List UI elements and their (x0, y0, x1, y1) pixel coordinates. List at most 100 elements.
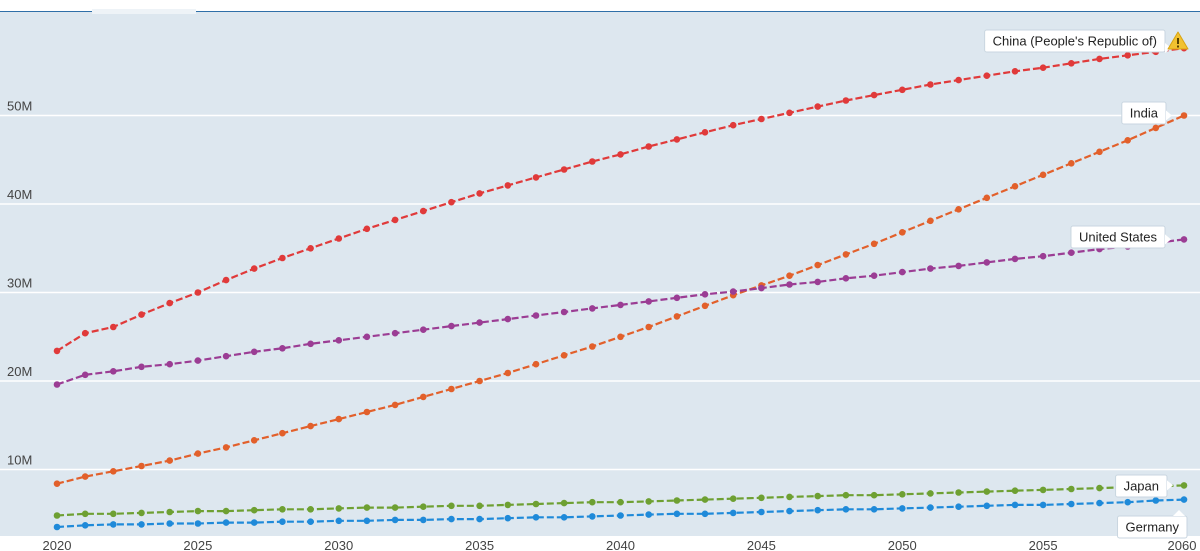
data-point[interactable] (842, 275, 850, 282)
data-point[interactable] (250, 437, 258, 444)
data-point[interactable] (110, 368, 117, 375)
data-point[interactable] (899, 491, 906, 498)
data-point[interactable] (194, 520, 202, 527)
data-point[interactable] (81, 473, 89, 480)
data-point[interactable] (899, 268, 906, 276)
data-point[interactable] (279, 345, 286, 352)
data-point[interactable] (504, 315, 512, 323)
data-point[interactable] (870, 272, 878, 280)
data-point[interactable] (420, 516, 427, 524)
data-point[interactable] (391, 504, 399, 511)
data-point[interactable] (589, 305, 596, 312)
data-point[interactable] (899, 86, 906, 94)
data-point[interactable] (1180, 482, 1188, 489)
data-point[interactable] (1096, 499, 1103, 507)
data-point[interactable] (476, 502, 483, 510)
data-point[interactable] (222, 444, 230, 451)
data-point[interactable] (955, 503, 962, 511)
data-point[interactable] (307, 518, 314, 525)
data-point[interactable] (166, 508, 173, 516)
data-point[interactable] (532, 312, 540, 319)
data-point[interactable] (532, 174, 540, 181)
data-point[interactable] (250, 506, 258, 514)
data-point[interactable] (138, 462, 145, 470)
data-point[interactable] (701, 496, 709, 503)
data-point[interactable] (53, 512, 61, 519)
data-point[interactable] (138, 509, 145, 517)
data-point[interactable] (758, 508, 765, 516)
data-point[interactable] (899, 505, 906, 512)
data-point[interactable] (166, 299, 173, 307)
data-point[interactable] (250, 348, 258, 356)
data-point[interactable] (617, 512, 624, 519)
data-point[interactable] (279, 429, 286, 437)
data-point[interactable] (448, 515, 455, 523)
data-point[interactable] (307, 245, 314, 252)
data-point[interactable] (983, 259, 991, 266)
data-point[interactable] (222, 507, 230, 515)
data-point[interactable] (701, 129, 709, 136)
data-point[interactable] (476, 377, 483, 385)
data-point[interactable] (814, 261, 821, 269)
data-point[interactable] (842, 506, 850, 513)
data-point[interactable] (448, 322, 455, 330)
data-point[interactable] (1180, 236, 1188, 243)
data-point[interactable] (645, 498, 652, 505)
data-point[interactable] (983, 72, 991, 79)
data-point[interactable] (363, 333, 371, 341)
data-point[interactable] (814, 492, 821, 500)
data-point[interactable] (391, 216, 399, 224)
data-point[interactable] (476, 515, 483, 523)
data-point[interactable] (1068, 160, 1075, 167)
data-point[interactable] (504, 501, 512, 509)
data-point[interactable] (363, 517, 371, 525)
data-point[interactable] (786, 109, 793, 117)
data-point[interactable] (842, 97, 850, 104)
data-point[interactable] (1124, 52, 1131, 59)
data-point[interactable] (955, 206, 962, 213)
data-point[interactable] (335, 517, 343, 525)
data-point[interactable] (701, 302, 709, 310)
data-point[interactable] (110, 468, 117, 475)
data-point[interactable] (307, 506, 314, 513)
data-point[interactable] (166, 520, 173, 527)
data-point[interactable] (166, 360, 173, 368)
data-point[interactable] (955, 262, 962, 270)
data-point[interactable] (420, 503, 427, 511)
data-point[interactable] (1180, 112, 1188, 119)
data-point[interactable] (1068, 500, 1075, 508)
data-point[interactable] (899, 229, 906, 236)
data-point[interactable] (701, 291, 709, 298)
data-point[interactable] (138, 363, 145, 371)
data-point[interactable] (194, 289, 202, 296)
data-point[interactable] (983, 194, 991, 202)
data-point[interactable] (279, 518, 286, 525)
data-point[interactable] (1068, 249, 1075, 256)
data-point[interactable] (1068, 485, 1075, 493)
data-point[interactable] (110, 323, 117, 331)
data-point[interactable] (814, 506, 821, 514)
data-point[interactable] (983, 488, 991, 495)
data-point[interactable] (1011, 255, 1019, 263)
data-point[interactable] (645, 511, 652, 518)
data-point[interactable] (391, 329, 399, 337)
data-point[interactable] (786, 272, 793, 280)
data-point[interactable] (1096, 55, 1103, 63)
data-point[interactable] (1039, 64, 1047, 71)
data-point[interactable] (335, 505, 343, 512)
data-point[interactable] (645, 323, 652, 331)
data-point[interactable] (560, 352, 568, 359)
data-point[interactable] (673, 294, 681, 302)
data-point[interactable] (870, 91, 878, 99)
data-point[interactable] (1039, 252, 1047, 260)
data-point[interactable] (53, 347, 61, 355)
data-point[interactable] (758, 284, 765, 292)
data-point[interactable] (110, 521, 117, 528)
data-point[interactable] (222, 276, 230, 284)
data-point[interactable] (1124, 137, 1131, 144)
data-point[interactable] (617, 333, 624, 341)
data-point[interactable] (1152, 497, 1160, 504)
data-point[interactable] (53, 480, 61, 488)
data-point[interactable] (532, 500, 540, 508)
data-point[interactable] (786, 281, 793, 288)
